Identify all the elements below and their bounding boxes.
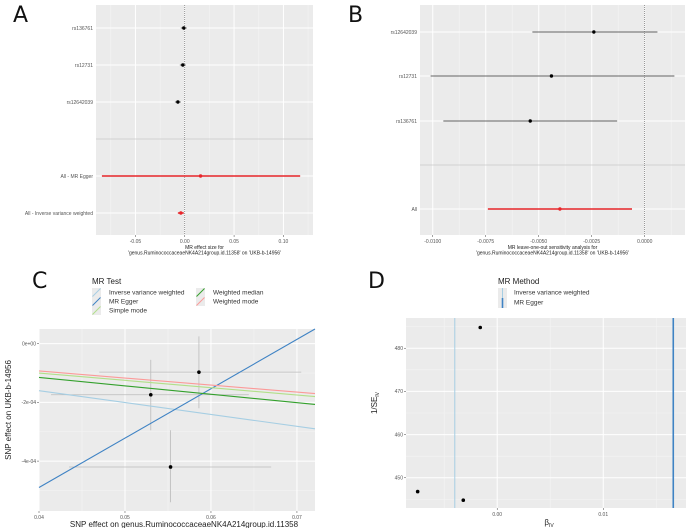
y-tick-label: 450 xyxy=(395,476,404,482)
regression-line xyxy=(38,372,316,398)
point-estimate xyxy=(592,30,596,34)
legend-label: Weighted mode xyxy=(213,299,259,306)
row-label: rs136761 xyxy=(396,119,417,125)
point-estimate xyxy=(558,207,562,211)
x-axis-title-line-1: MR leave-one-out sensitivity analysis fo… xyxy=(508,245,598,251)
row-label: rs12642039 xyxy=(391,30,418,36)
data-point xyxy=(461,498,466,503)
y-tick-label: -4e-04 xyxy=(22,459,37,465)
legend-key-line xyxy=(92,297,101,306)
row-label: rs136761 xyxy=(72,26,93,32)
legend-label: Simple mode xyxy=(109,308,147,315)
data-point xyxy=(148,392,153,397)
panel-a-forest-plot: -0.05 0.00 0.05 0.10 rs136761 rs12731 rs126420… xyxy=(25,5,313,257)
x-axis-title: βIV xyxy=(544,518,554,528)
legend-label: Inverse variance weighted xyxy=(514,290,590,297)
row-label: rs12642039 xyxy=(67,100,94,106)
x-tick-label: 0.01 xyxy=(598,512,608,518)
x-tick-label: 0.05 xyxy=(120,515,130,521)
x-axis-title-main: β xyxy=(544,518,549,527)
panel-label-a: A xyxy=(13,3,28,28)
regression-line xyxy=(38,370,316,395)
panel-b-leave-one-out-plot: -0.0100 -0.0075 -0.0050 -0.0025 0.0000 rs1264… xyxy=(391,5,685,257)
row-label: rs12731 xyxy=(399,74,417,80)
point-estimate xyxy=(198,174,203,178)
panel-label-c: C xyxy=(32,269,47,294)
x-tick-label: 0.00 xyxy=(180,239,190,245)
x-tick-label: -0.0025 xyxy=(583,239,600,245)
x-axis-title-line-2: 'genus.RuminococcaceaeNK4A214group.id.11… xyxy=(128,251,281,257)
legend-key-line xyxy=(92,288,101,297)
data-point xyxy=(478,325,483,330)
regression-line xyxy=(38,376,316,405)
row-label: All - MR Egger xyxy=(60,174,93,180)
plot-background xyxy=(39,329,315,511)
y-axis-title-subscript: IV xyxy=(375,391,381,396)
panel-label-b: B xyxy=(348,3,363,28)
x-axis-title-subscript: IV xyxy=(549,523,554,528)
legend-label: Weighted median xyxy=(213,290,264,297)
legend-title: MR Method xyxy=(498,277,539,286)
legend-label: MR Egger xyxy=(109,299,139,306)
x-tick-label: 0.04 xyxy=(34,515,44,521)
x-tick-label: -0.05 xyxy=(130,239,142,245)
legend-label: Inverse variance weighted xyxy=(109,290,185,297)
y-axis-title: SNP effect on UKB-b-14956 xyxy=(4,360,13,460)
x-axis-title-line-2: 'genus.RuminococcaceaeNK4A214group.id.11… xyxy=(476,251,629,257)
x-tick-label: 0.05 xyxy=(229,239,239,245)
x-tick-label: 0.0000 xyxy=(637,239,653,245)
y-tick-label: 0e+00 xyxy=(22,341,36,347)
regression-line xyxy=(38,390,316,430)
y-tick-label: -2e-04 xyxy=(22,400,37,406)
legend-key-line xyxy=(196,297,205,306)
regression-line xyxy=(38,328,316,488)
y-axis-title: 1/SEIV xyxy=(370,391,381,414)
x-axis-title: SNP effect on genus.RuminococcaceaeNK4A2… xyxy=(70,520,299,528)
legend-key-line xyxy=(92,306,101,315)
legend-key-line xyxy=(196,288,205,297)
x-tick-label: 0.07 xyxy=(292,515,302,521)
x-tick-label: -0.0075 xyxy=(477,239,494,245)
data-point xyxy=(197,370,201,374)
x-tick-label: 0.00 xyxy=(492,512,502,518)
row-label: All - Inverse variance weighted xyxy=(25,211,93,217)
data-point xyxy=(415,489,420,494)
point-estimate xyxy=(176,100,180,104)
point-estimate xyxy=(179,211,183,215)
legend-title: MR Test xyxy=(92,277,122,286)
point-estimate xyxy=(528,119,532,123)
panel-label-d: D xyxy=(368,269,385,294)
panel-c-scatter-plot: MR Test Inverse variance weighted MR Egger… xyxy=(4,277,316,528)
legend-label: MR Egger xyxy=(514,300,544,307)
x-axis-title-line-1: MR effect size for xyxy=(185,245,224,251)
y-tick-label: 480 xyxy=(395,346,404,352)
point-estimate xyxy=(181,63,185,67)
point-estimate xyxy=(549,74,554,78)
x-tick-label: 0.06 xyxy=(206,515,216,521)
row-label: rs12731 xyxy=(75,63,93,69)
y-axis-title-main: 1/SE xyxy=(370,397,379,414)
panel-d-funnel-plot: MR Method Inverse variance weighted MR Egg… xyxy=(370,277,686,528)
x-tick-label: -0.0050 xyxy=(530,239,547,245)
x-tick-label: 0.10 xyxy=(279,239,289,245)
y-tick-label: 470 xyxy=(395,389,404,395)
row-label: All xyxy=(411,207,417,213)
x-tick-label: -0.0100 xyxy=(424,239,441,245)
plot-background xyxy=(96,5,313,235)
point-estimate xyxy=(182,26,186,30)
plot-background xyxy=(420,5,685,235)
y-tick-label: 460 xyxy=(395,432,404,438)
data-point xyxy=(168,465,173,469)
